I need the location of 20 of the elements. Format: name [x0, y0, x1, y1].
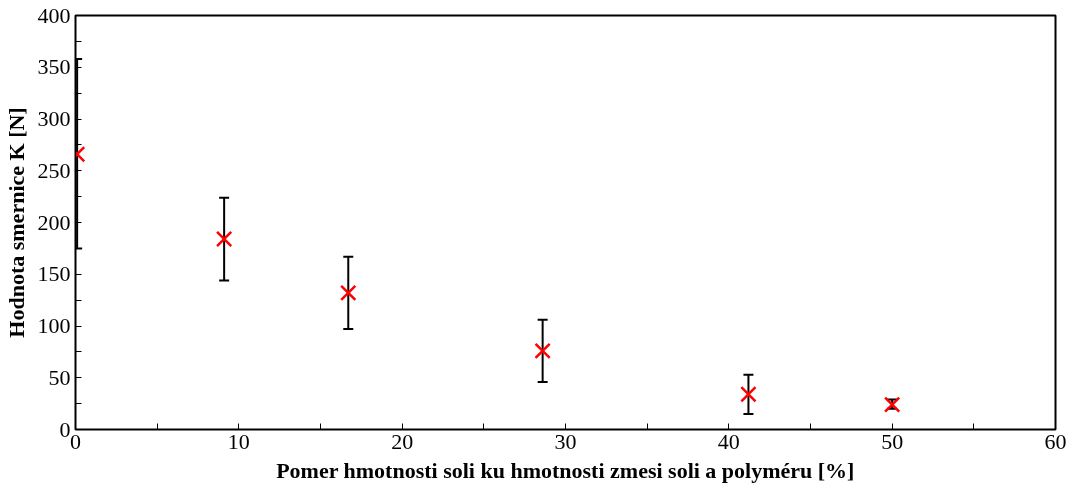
- x-tick-label: 10: [227, 428, 250, 454]
- x-tick-label: 40: [717, 428, 740, 454]
- y-tick-label: 150: [37, 261, 71, 287]
- y-axis-title: Hodnota smernice K [N]: [3, 107, 29, 338]
- point: [740, 385, 757, 403]
- y-tick-label: 400: [37, 2, 71, 28]
- x-tick-label: 30: [554, 428, 577, 454]
- y-tick-label: 350: [37, 54, 71, 80]
- x-tick-label: 20: [391, 428, 414, 454]
- x-tick-label: 60: [1044, 428, 1067, 454]
- point: [534, 342, 551, 360]
- x-tick-label: 50: [881, 428, 904, 454]
- x-axis-title: Pomer hmotnosti soli ku hmotnosti zmesi soli a polyméru [%]: [276, 457, 855, 483]
- y-tick-label: 250: [37, 157, 71, 183]
- y-tick-label: 100: [37, 313, 71, 338]
- point: [215, 230, 233, 248]
- y-tick-label: 300: [37, 106, 71, 131]
- y-tick-label: 50: [48, 364, 71, 390]
- y-tick-label: 200: [37, 209, 71, 235]
- point: [339, 284, 357, 302]
